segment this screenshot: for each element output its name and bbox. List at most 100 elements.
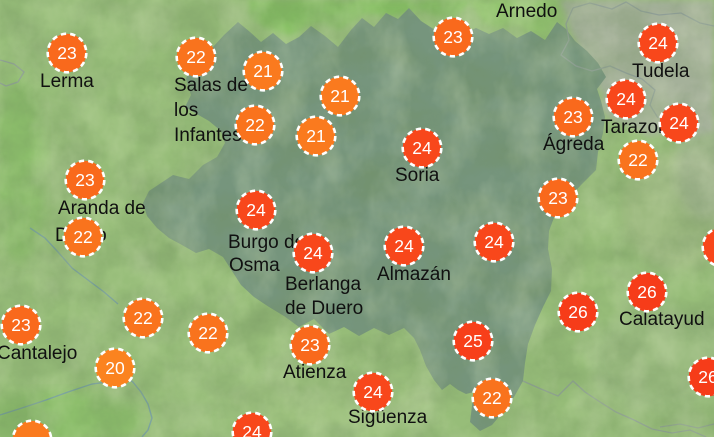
temperature-badge[interactable]: 23: [0, 301, 45, 349]
temperature-badge[interactable]: 26: [554, 288, 602, 336]
place-label: Osma: [229, 255, 280, 276]
place-label: Calatayud: [619, 309, 705, 330]
temperature-value: 23: [75, 170, 94, 190]
temperature-value: 24: [648, 33, 668, 53]
badge-circle: [289, 324, 331, 366]
temperature-value: 22: [198, 323, 217, 343]
place-label: Aranda de: [58, 198, 146, 219]
temperature-badge[interactable]: 24: [602, 75, 650, 123]
temperature-badge[interactable]: 24: [349, 368, 397, 416]
place-label: Tudela: [632, 61, 690, 82]
temperature-value: 21: [253, 61, 272, 81]
temperature-value: 24: [484, 232, 504, 252]
place-label: Atienza: [283, 362, 347, 383]
badge-circle: [658, 102, 700, 144]
temperature-badge[interactable]: 22: [59, 213, 107, 261]
badge-circle: [234, 104, 276, 146]
temperature-value: 23: [57, 43, 76, 63]
temperature-badge[interactable]: 26: [623, 268, 671, 316]
temperature-badge[interactable]: 24: [655, 99, 703, 147]
place-label: Sigüenza: [348, 407, 428, 428]
badge-circle: [473, 221, 515, 263]
temperature-badge[interactable]: 24: [398, 124, 446, 172]
place-label: los: [174, 100, 199, 121]
temperature-badge[interactable]: [8, 416, 56, 437]
temperature-badge[interactable]: 24: [634, 19, 682, 67]
temperature-badge[interactable]: 22: [184, 309, 232, 357]
temperature-badge[interactable]: 25: [449, 317, 497, 365]
temperature-badge[interactable]: 23: [534, 174, 582, 222]
temperature-value: 24: [363, 382, 383, 402]
temperature-value: 24: [394, 236, 414, 256]
place-label: Cantalejo: [0, 343, 78, 364]
badge-circle: [401, 127, 443, 169]
temperature-value: 24: [242, 422, 262, 437]
badge-circle: [231, 411, 273, 437]
badge-circle: [552, 96, 594, 138]
badge-circle: [471, 377, 513, 419]
temperature-badge[interactable]: 21: [292, 112, 340, 160]
badge-circle: [0, 304, 42, 346]
temperature-value: 23: [443, 27, 462, 47]
badge-circle: [175, 36, 217, 78]
temperature-badge[interactable]: 24: [289, 229, 337, 277]
badge-circle: [64, 159, 106, 201]
place-label: Infantes: [174, 125, 242, 146]
temperature-badge[interactable]: 22: [614, 136, 662, 184]
place-label: Burgo de: [228, 232, 306, 253]
temperature-badge[interactable]: 23: [549, 93, 597, 141]
temperature-value: 22: [245, 115, 264, 135]
temperature-badge[interactable]: 24: [470, 218, 518, 266]
temperature-value: 24: [246, 200, 266, 220]
temperature-value: 22: [133, 308, 152, 328]
temperature-value: 21: [330, 86, 349, 106]
badge-circle: [62, 216, 104, 258]
badge-circle: [637, 22, 679, 64]
temperature-badge[interactable]: 20: [91, 344, 139, 392]
temperature-value: 23: [563, 107, 582, 127]
temperature-badge[interactable]: 23: [286, 321, 334, 369]
temperature-badge[interactable]: 21: [239, 47, 287, 95]
temperature-badge[interactable]: 24: [228, 408, 276, 437]
temperature-badge[interactable]: 22: [468, 374, 516, 422]
badge-circle: [94, 347, 136, 389]
temperature-badge[interactable]: 26: [684, 353, 714, 401]
badge-circle: [187, 312, 229, 354]
badge-circle: [319, 75, 361, 117]
badge-circle: [383, 225, 425, 267]
temperature-badge[interactable]: 21: [316, 72, 364, 120]
temperature-badge[interactable]: 22: [231, 101, 279, 149]
temperature-badge[interactable]: 24: [232, 186, 280, 234]
temperature-value: 20: [105, 358, 125, 378]
temperature-badge[interactable]: 24: [380, 222, 428, 270]
temperature-value: 22: [73, 227, 92, 247]
temperature-badge[interactable]: 23: [61, 156, 109, 204]
badge-circle: [537, 177, 579, 219]
temperature-value: 26: [637, 282, 656, 302]
temperature-badge[interactable]: 22: [119, 294, 167, 342]
badge-circle: [605, 78, 647, 120]
temperature-badge[interactable]: 23: [43, 29, 91, 77]
badge-circle: [122, 297, 164, 339]
badge-circle: [235, 189, 277, 231]
temperature-badge[interactable]: 23: [429, 13, 477, 61]
temperature-badge[interactable]: 22: [172, 33, 220, 81]
temperature-badge[interactable]: [698, 223, 714, 271]
place-label: Berlanga: [285, 274, 362, 295]
place-label: Almazán: [377, 264, 451, 285]
place-label: Salas de: [174, 75, 248, 96]
badge-circle: [701, 228, 714, 266]
badge-circle: [295, 115, 337, 157]
place-label: Lerma: [40, 71, 94, 92]
place-label: Soria: [395, 165, 440, 186]
badge-circle: [46, 32, 88, 74]
badge-circle: [432, 16, 474, 58]
badge-circle: [352, 371, 394, 413]
place-label: de Duero: [285, 298, 364, 319]
badge-circle: [11, 419, 53, 437]
badge-circle: [626, 271, 668, 313]
temperature-value: 22: [186, 47, 205, 67]
temperature-value: 26: [698, 367, 714, 387]
badge-circle: [687, 356, 714, 398]
